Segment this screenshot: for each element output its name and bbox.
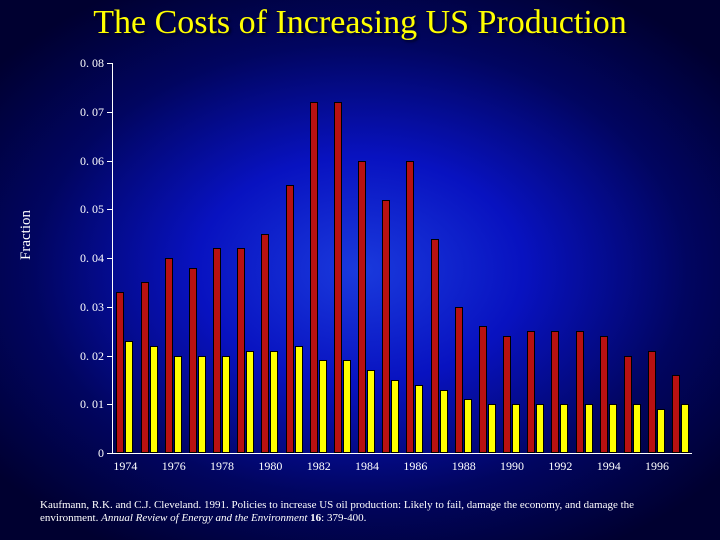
- bar-yellow: [512, 404, 520, 453]
- bar-red: [551, 331, 559, 453]
- y-axis-label: Fraction: [18, 210, 35, 260]
- bar-yellow: [681, 404, 689, 453]
- x-axis: [112, 453, 692, 454]
- bar-red: [189, 268, 197, 453]
- bar-yellow: [198, 356, 206, 454]
- bar-yellow: [585, 404, 593, 453]
- bar-yellow: [609, 404, 617, 453]
- x-tick-label: 1986: [395, 459, 435, 474]
- bar-yellow: [464, 399, 472, 453]
- x-tick-label: 1996: [637, 459, 677, 474]
- citation: Kaufmann, R.K. and C.J. Cleveland. 1991.…: [40, 499, 680, 527]
- x-tick-label: 1978: [202, 459, 242, 474]
- y-tick-label: 0. 03: [64, 300, 104, 315]
- bar-red: [455, 307, 463, 453]
- y-tick: [107, 453, 112, 454]
- bar-red: [141, 282, 149, 453]
- y-tick-label: 0. 05: [64, 202, 104, 217]
- slide: The Costs of Increasing US Production Fr…: [0, 0, 720, 540]
- citation-volume: 16: [307, 512, 321, 524]
- bar-red: [406, 161, 414, 454]
- x-tick-label: 1994: [589, 459, 629, 474]
- y-tick-label: 0. 02: [64, 349, 104, 364]
- bar-red: [237, 248, 245, 453]
- y-tick-label: 0. 08: [64, 56, 104, 71]
- y-tick-label: 0. 07: [64, 105, 104, 120]
- bar-yellow: [246, 351, 254, 453]
- bar-red: [672, 375, 680, 453]
- bar-yellow: [633, 404, 641, 453]
- bar-layer: [112, 63, 692, 453]
- bar-red: [334, 102, 342, 453]
- bar-yellow: [560, 404, 568, 453]
- bar-yellow: [657, 409, 665, 453]
- bar-red: [648, 351, 656, 453]
- x-tick-label: 1982: [299, 459, 339, 474]
- x-tick-label: 1976: [154, 459, 194, 474]
- chart-area: 0 0. 01 0. 02 0. 03 0. 04 0. 05 0. 06 0. 07 0. 0…: [60, 58, 700, 478]
- y-tick-label: 0. 01: [64, 397, 104, 412]
- y-tick-label: 0. 06: [64, 154, 104, 169]
- bar-yellow: [270, 351, 278, 453]
- bar-yellow: [150, 346, 158, 453]
- bar-red: [527, 331, 535, 453]
- bar-red: [479, 326, 487, 453]
- bar-yellow: [536, 404, 544, 453]
- y-tick-label: 0. 04: [64, 251, 104, 266]
- bar-yellow: [488, 404, 496, 453]
- bar-yellow: [367, 370, 375, 453]
- slide-title: The Costs of Increasing US Production: [0, 4, 720, 42]
- citation-pages: : 379-400.: [321, 512, 366, 524]
- bar-red: [624, 356, 632, 454]
- citation-journal: Annual Review of Energy and the Environm…: [101, 512, 307, 524]
- bar-yellow: [174, 356, 182, 454]
- x-tick-label: 1988: [444, 459, 484, 474]
- bar-red: [382, 200, 390, 454]
- bar-yellow: [440, 390, 448, 453]
- bar-red: [261, 234, 269, 453]
- y-tick-label: 0: [64, 446, 104, 461]
- bar-red: [213, 248, 221, 453]
- bar-yellow: [222, 356, 230, 454]
- x-tick-label: 1990: [492, 459, 532, 474]
- bar-red: [310, 102, 318, 453]
- bar-red: [600, 336, 608, 453]
- x-tick-label: 1974: [105, 459, 145, 474]
- bar-red: [165, 258, 173, 453]
- bar-yellow: [391, 380, 399, 453]
- x-tick-label: 1984: [347, 459, 387, 474]
- bar-yellow: [415, 385, 423, 453]
- bar-yellow: [125, 341, 133, 453]
- x-tick-label: 1992: [540, 459, 580, 474]
- bar-red: [503, 336, 511, 453]
- bar-red: [576, 331, 584, 453]
- bar-red: [431, 239, 439, 454]
- bar-yellow: [343, 360, 351, 453]
- bar-red: [286, 185, 294, 453]
- x-tick-label: 1980: [250, 459, 290, 474]
- bar-yellow: [319, 360, 327, 453]
- bar-red: [358, 161, 366, 454]
- bar-red: [116, 292, 124, 453]
- bar-yellow: [295, 346, 303, 453]
